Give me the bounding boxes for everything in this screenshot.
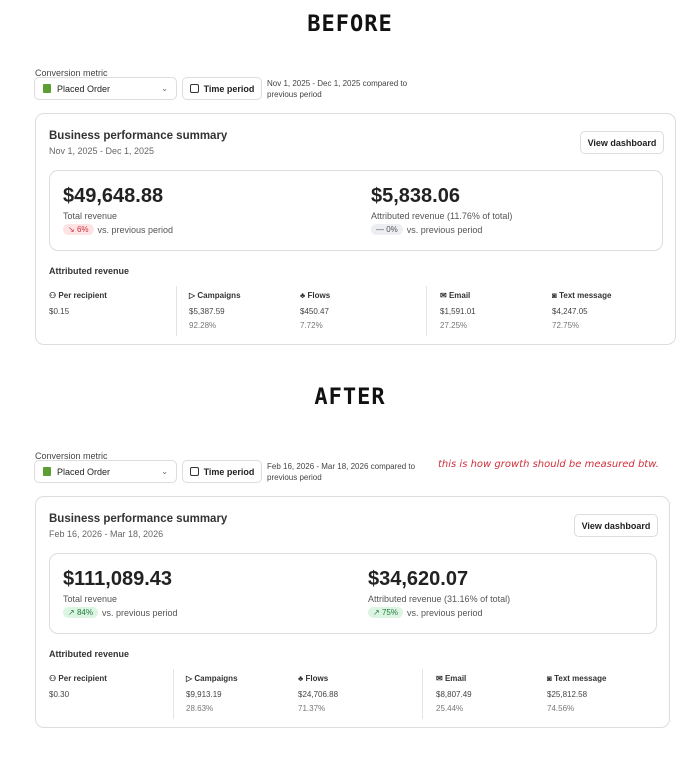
metric-per-recipient: ⚇ Per recipient $0.15	[49, 291, 107, 316]
send-icon: ▷	[186, 674, 193, 683]
section-after: Conversion metric Placed Order ⌄ Time per…	[0, 451, 700, 751]
trend-up-icon: ↗	[373, 608, 380, 617]
divider	[176, 286, 177, 336]
time-period-button[interactable]: Time period	[182, 77, 262, 100]
section-heading: BEFORE	[307, 12, 393, 37]
metric-per-recipient: ⚇ Per recipient $0.30	[49, 674, 107, 699]
flows-icon: ♣	[298, 674, 304, 683]
chevron-down-icon: ⌄	[161, 84, 168, 93]
conversion-metric-dropdown[interactable]: Placed Order ⌄	[34, 77, 177, 100]
section-heading: AFTER	[314, 385, 386, 410]
revenue-box: $111,089.43 Total revenue ↗ 84% vs. previou…	[49, 553, 657, 634]
email-icon: ✉	[436, 674, 443, 683]
calendar-icon	[189, 84, 199, 93]
total-change: ↗ 84% vs. previous period	[63, 607, 178, 618]
annotation: this is how growth should be measured bt…	[438, 459, 659, 470]
divider	[173, 669, 174, 719]
attributed-revenue: $34,620.07 Attributed revenue (31.16% of …	[368, 568, 511, 618]
performance-summary-card: Business performance summary Nov 1, 2025…	[35, 113, 676, 345]
view-dashboard-button[interactable]: View dashboard	[574, 514, 658, 537]
conversion-metric-label: Conversion metric	[35, 68, 108, 78]
metric-campaigns: ▷ Campaigns $5,387.59 92.28%	[189, 291, 241, 330]
attributed-change: — 0% vs. previous period	[371, 224, 512, 235]
dash-icon: —	[376, 225, 384, 234]
revenue-box: $49,648.88 Total revenue ↘ 6% vs. previous …	[49, 170, 663, 251]
metric-text-message: ◙ Text message $25,812.58 74.56%	[547, 674, 607, 713]
divider	[422, 669, 423, 719]
metric-flows: ♣ Flows $24,706.88 71.37%	[298, 674, 339, 713]
chevron-down-icon: ⌄	[161, 467, 168, 476]
date-comparison: Feb 16, 2026 - Mar 18, 2026 compared to …	[267, 462, 416, 482]
card-date-range: Feb 16, 2026 - Mar 18, 2026	[49, 529, 164, 539]
metric-email: ✉ Email $8,807.49 25.44%	[436, 674, 472, 713]
attributed-revenue: $5,838.06 Attributed revenue (11.76% of t…	[371, 185, 513, 235]
card-title: Business performance summary	[49, 130, 228, 142]
change-badge: ↘ 6%	[63, 224, 94, 235]
email-icon: ✉	[440, 291, 447, 300]
card-date-range: Nov 1, 2025 - Dec 1, 2025	[49, 146, 155, 156]
text-message-icon: ◙	[552, 291, 557, 300]
people-icon: ⚇	[49, 674, 57, 683]
total-revenue: $49,648.88 Total revenue ↘ 6% vs. previous …	[63, 185, 174, 235]
card-title: Business performance summary	[49, 513, 228, 525]
trend-up-icon: ↗	[68, 608, 75, 617]
flows-icon: ♣	[300, 291, 306, 300]
trend-down-icon: ↘	[68, 225, 75, 234]
metric-text-message: ◙ Text message $4,247.05 72.75%	[552, 291, 612, 330]
total-change: ↘ 6% vs. previous period	[63, 224, 173, 235]
section-before: Conversion metric Placed Order ⌄ Time per…	[0, 68, 700, 368]
change-badge: — 0%	[371, 224, 403, 235]
view-dashboard-button[interactable]: View dashboard	[580, 131, 664, 154]
attributed-change: ↗ 75% vs. previous period	[368, 607, 510, 618]
change-badge: ↗ 84%	[63, 607, 98, 618]
send-icon: ▷	[189, 291, 196, 300]
metric-campaigns: ▷ Campaigns $9,913.19 28.63%	[186, 674, 238, 713]
total-revenue: $111,089.43 Total revenue ↗ 84% vs. previou…	[63, 568, 178, 618]
shopify-icon	[43, 84, 51, 93]
date-comparison: Nov 1, 2025 - Dec 1, 2025 compared to pr…	[267, 79, 408, 99]
conversion-metric-dropdown[interactable]: Placed Order ⌄	[34, 460, 177, 483]
change-badge: ↗ 75%	[368, 607, 403, 618]
time-period-button[interactable]: Time period	[182, 460, 262, 483]
calendar-icon	[189, 467, 199, 476]
conversion-metric-label: Conversion metric	[35, 451, 108, 461]
shopify-icon	[43, 467, 51, 476]
metric-flows: ♣ Flows $450.47 7.72%	[300, 291, 331, 330]
people-icon: ⚇	[49, 291, 57, 300]
text-message-icon: ◙	[547, 674, 552, 683]
metric-email: ✉ Email $1,591.01 27.25%	[440, 291, 476, 330]
performance-summary-card: Business performance summary Feb 16, 202…	[35, 496, 670, 728]
attributed-revenue-heading: Attributed revenue	[49, 649, 130, 659]
divider	[426, 286, 427, 336]
attributed-revenue-heading: Attributed revenue	[49, 266, 130, 276]
